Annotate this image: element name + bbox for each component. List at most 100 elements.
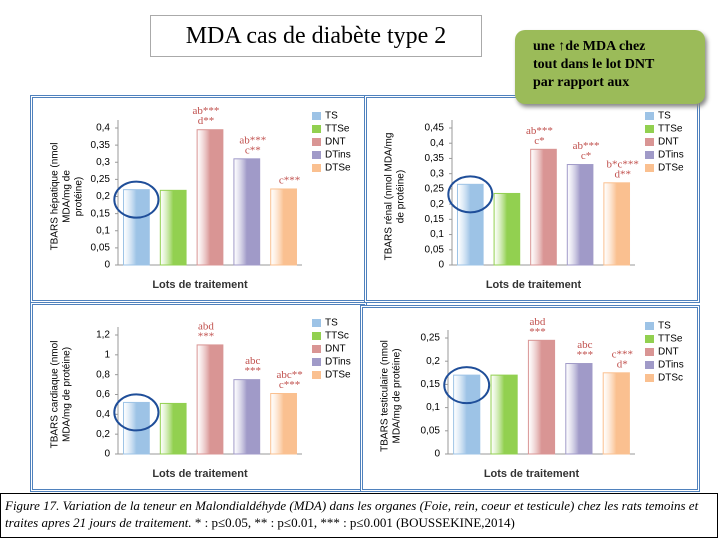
annotation: ab***	[239, 134, 266, 146]
annotation: ***	[529, 326, 546, 338]
legend-swatch	[312, 371, 321, 379]
y-tick-label: 0,1	[96, 225, 110, 236]
x-axis-label: Lots de traitement	[484, 468, 580, 480]
legend-label: DNT	[658, 137, 679, 148]
callout: une ↑de MDA chez tout dans le lot DNT pa…	[515, 30, 705, 104]
legend-swatch	[312, 112, 321, 120]
annotation: c*	[534, 135, 544, 147]
bar	[123, 189, 150, 266]
callout-line: tout dans le lot DNT	[533, 57, 655, 72]
caption: Figure 17. Variation de la teneur en Mal…	[0, 493, 718, 538]
bar	[453, 374, 481, 455]
bar	[566, 164, 594, 266]
highlight-circle	[113, 180, 160, 219]
legend-label: DTSe	[658, 163, 684, 174]
annotation: ***	[577, 349, 594, 361]
annotation: c**	[245, 144, 261, 156]
legend-label: DTins	[325, 150, 351, 161]
legend-label: TTSc	[325, 331, 349, 342]
legend-label: DNT	[325, 344, 346, 355]
legend-swatch	[645, 322, 654, 330]
bar	[530, 148, 557, 266]
y-tick-label: 0,2	[430, 199, 444, 210]
legend-label: DTSe	[325, 370, 351, 381]
legend-label: TTSe	[658, 124, 683, 135]
chart: TBARS hépatique (nmol MDA/mg de protéine) 0…	[50, 105, 351, 291]
legend-swatch	[312, 125, 321, 133]
y-axis-label: TBARS hépatique (nmol	[50, 143, 61, 251]
annotation: abd	[198, 320, 214, 332]
panel: TBARS cardiaque (nmol MDA/mg de protéine)…	[30, 302, 367, 492]
y-axis-label: TBARS cardiaque (nmol	[50, 341, 61, 449]
panel: TBARS hépatique (nmol MDA/mg de protéine) 0…	[30, 95, 367, 303]
chart: TBARS rénal (nmol MDA/mg de protéine) 0 0,0…	[384, 111, 684, 291]
chart: TBARS cardiaque (nmol MDA/mg de protéine)…	[50, 318, 351, 480]
legend-label: DTSe	[325, 163, 351, 174]
legend-swatch	[645, 374, 654, 382]
x-axis-label: Lots de traitement	[152, 468, 248, 480]
annotation: d*	[617, 358, 628, 370]
legend-swatch	[312, 358, 321, 366]
y-axis-label: de protéine)	[396, 170, 407, 223]
annotation: d**	[198, 115, 215, 127]
y-tick-label: 0,25	[91, 174, 111, 185]
bar	[196, 344, 224, 455]
y-axis-label: protéine)	[74, 177, 85, 216]
y-tick-label: 0,4	[430, 138, 444, 149]
y-tick-label: 0,8	[96, 369, 110, 380]
bar	[493, 192, 521, 266]
panel: TBARS testiculaire (nmol MDA/mg de protéi…	[360, 305, 700, 492]
bar	[602, 372, 630, 455]
y-tick-label: 0,15	[425, 214, 445, 225]
legend-label: TS	[658, 111, 671, 122]
y-tick-label: 1,2	[96, 330, 110, 341]
legend-label: TTSe	[325, 124, 350, 135]
y-tick-label: 0,25	[425, 184, 445, 195]
annotation: ab***	[193, 105, 220, 117]
y-tick-label: 0,2	[96, 191, 110, 202]
annotation: ***	[245, 365, 261, 377]
bar	[490, 374, 518, 455]
annotation: c***	[612, 348, 633, 360]
bar	[159, 189, 187, 266]
annotation: c*	[581, 150, 591, 162]
y-tick-label: 0,05	[425, 244, 445, 255]
y-tick-label: 0,35	[425, 153, 445, 164]
y-tick-label: 0,3	[96, 157, 110, 168]
legend-swatch	[645, 361, 654, 369]
legend-swatch	[312, 319, 321, 327]
slide-title: MDA cas de diabète type 2	[150, 15, 482, 57]
y-tick-label: 0,1	[426, 402, 440, 413]
legend-label: DTins	[325, 357, 351, 368]
y-tick-label: 0,05	[91, 243, 111, 254]
legend-label: TS	[325, 111, 338, 122]
highlight-circle	[447, 175, 494, 214]
caption-normal: * : p≤0.05, ** : p≤0.01, *** : p≤0.001 (…	[194, 515, 515, 530]
legend-label: DNT	[325, 137, 346, 148]
caption-italic: Figure 17. Variation de la teneur en Mal…	[5, 498, 699, 530]
annotation: c***	[279, 379, 300, 391]
y-tick-label: 0,4	[96, 123, 110, 134]
y-tick-label: 0	[104, 449, 110, 460]
annotation: d**	[614, 168, 631, 180]
legend-swatch	[645, 138, 654, 146]
y-tick-label: 0	[434, 449, 440, 460]
annotation: abd	[530, 316, 546, 328]
annotation: c***	[279, 174, 300, 186]
legend-swatch	[312, 151, 321, 159]
bar	[233, 379, 261, 455]
y-axis-label: MDA/mg de protéine)	[62, 347, 73, 442]
legend-swatch	[312, 138, 321, 146]
bar	[270, 393, 297, 455]
legend-swatch	[312, 345, 321, 353]
y-axis-label: MDA/mg de protéine)	[392, 348, 403, 443]
y-tick-label: 0,15	[91, 208, 111, 219]
annotation: ab***	[526, 125, 553, 137]
y-axis-label: MDA/mg de	[62, 170, 73, 223]
annotation: abc**	[276, 369, 302, 381]
y-tick-label: 0	[104, 260, 110, 271]
bar	[196, 129, 224, 266]
annotation: ab***	[573, 140, 600, 152]
chart: TBARS testiculaire (nmol MDA/mg de protéi…	[380, 316, 684, 480]
y-tick-label: 0,45	[425, 123, 445, 134]
